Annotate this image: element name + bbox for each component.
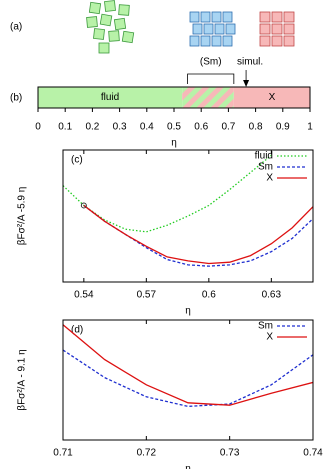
- fluid-square: [121, 30, 135, 44]
- legend-label: Sm: [258, 162, 273, 173]
- arrow-head: [243, 80, 250, 87]
- y-axis-label: βFσ²/A -5.9 η: [17, 187, 28, 246]
- smectic-square: [200, 11, 211, 23]
- series-line: [63, 349, 313, 408]
- smectic-square: [192, 23, 203, 35]
- region-label: fluid: [101, 92, 119, 103]
- fluid-square: [108, 30, 120, 42]
- x-tick-label: 0.73: [220, 448, 240, 459]
- legend-label: Sm: [258, 321, 273, 332]
- fluid-square: [93, 28, 105, 40]
- phase-region: [233, 87, 310, 108]
- x-tick-label: 0.71: [53, 448, 73, 459]
- x-tick-label: 0.8: [249, 122, 263, 133]
- smectic-square: [189, 11, 200, 23]
- x-tick-label: 0.5: [167, 122, 181, 133]
- bracket: [187, 73, 235, 84]
- series-line: [63, 324, 313, 406]
- smectic-square: [211, 11, 222, 23]
- arrow-label: simul.: [237, 57, 263, 68]
- fluid-square: [118, 4, 130, 16]
- phase-region: [182, 87, 234, 108]
- fluid-square: [113, 17, 127, 31]
- bracket-label: (Sm): [200, 57, 222, 68]
- x-tick-label: 0.54: [74, 290, 94, 301]
- x-tick-label: 0.6: [202, 290, 216, 301]
- plot-frame: [62, 319, 314, 441]
- legend-label: X: [266, 332, 273, 343]
- legend-label: X: [266, 173, 273, 184]
- smectic-square: [222, 11, 233, 23]
- crystal-square: [259, 11, 271, 23]
- fluid-square: [86, 16, 98, 28]
- panel-label: (c): [71, 155, 83, 166]
- lattice-icons: [86, 0, 295, 54]
- smectic-square: [189, 35, 200, 47]
- crystal-square: [259, 35, 271, 47]
- x-tick-label: 0.74: [303, 448, 323, 459]
- x-tick-label: 0: [35, 122, 41, 133]
- x-tick-label: 0.3: [113, 122, 127, 133]
- x-tick-label: 0.9: [276, 122, 290, 133]
- plot-frame: [62, 149, 314, 283]
- x-tick-label: 1: [307, 122, 313, 133]
- x-axis-label: η: [185, 306, 191, 317]
- fluid-square: [104, 0, 116, 12]
- x-tick-label: 0.63: [262, 290, 282, 301]
- smectic-square: [211, 35, 222, 47]
- crystal-square: [283, 23, 295, 35]
- y-axis-label: βFσ²/A - 9.1 η: [17, 349, 28, 410]
- crystal-square: [271, 35, 283, 47]
- x-tick-label: 0.7: [221, 122, 235, 133]
- x-tick-label: 0.72: [137, 448, 157, 459]
- plot-area: [63, 324, 313, 408]
- panel-label: (d): [71, 325, 83, 336]
- smectic-square: [225, 23, 236, 35]
- phase-region: [38, 87, 183, 108]
- panel-label: (b): [10, 93, 22, 104]
- fluid-square: [99, 13, 113, 27]
- smectic-square: [214, 23, 225, 35]
- crystal-square: [271, 11, 283, 23]
- x-tick-label: 0.6: [194, 122, 208, 133]
- plot-area: [63, 154, 313, 267]
- crystal-square: [259, 23, 271, 35]
- crystal-square: [283, 11, 295, 23]
- series-line: [83, 204, 313, 265]
- panel-label: (a): [10, 22, 22, 33]
- region-label: X: [269, 92, 276, 103]
- x-tick-label: 0.1: [58, 122, 72, 133]
- x-axis-label: η: [171, 138, 177, 149]
- x-axis-label: η: [185, 464, 191, 469]
- fluid-square: [88, 1, 102, 15]
- smectic-square: [222, 35, 233, 47]
- crystal-square: [283, 35, 295, 47]
- smectic-square: [203, 23, 214, 35]
- smectic-square: [200, 35, 211, 47]
- crystal-square: [271, 23, 283, 35]
- series-line: [63, 154, 272, 233]
- series-line: [83, 204, 313, 267]
- x-tick-label: 0.57: [137, 290, 157, 301]
- marker: [80, 202, 87, 209]
- fluid-square: [98, 42, 110, 54]
- legend-label: fluid: [255, 151, 273, 162]
- x-tick-label: 0.4: [140, 122, 154, 133]
- x-tick-label: 0.2: [85, 122, 99, 133]
